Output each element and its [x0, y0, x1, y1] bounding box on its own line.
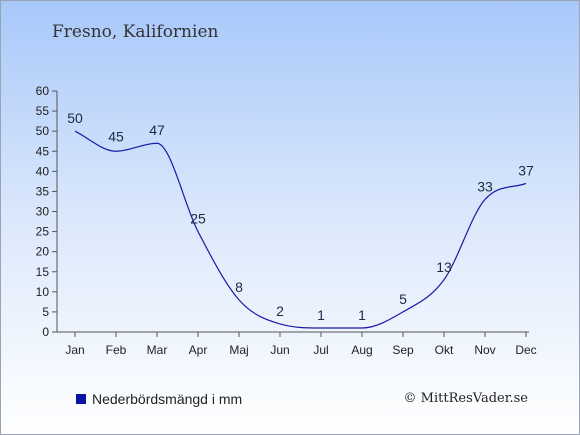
data-label: 50: [67, 110, 83, 126]
x-tick-label: Nov: [474, 343, 495, 357]
y-tick-label: 20: [36, 245, 50, 259]
y-tick-label: 15: [36, 265, 50, 279]
x-tick-label: Okt: [435, 343, 454, 357]
data-label: 37: [518, 162, 534, 178]
y-tick-label: 55: [36, 104, 50, 118]
x-tick-label: Dec: [515, 343, 536, 357]
data-label: 47: [149, 122, 165, 138]
x-tick-label: Jan: [65, 343, 84, 357]
series-line: [74, 130, 527, 329]
y-tick-label: 35: [36, 184, 50, 198]
data-label: 1: [358, 307, 366, 323]
legend-label: Nederbördsmängd i mm: [92, 391, 243, 407]
y-tick-label: 45: [36, 144, 50, 158]
y-tick-label: 60: [36, 84, 50, 98]
y-tick-label: 25: [36, 225, 50, 239]
copyright-text: © MittResVader.se: [403, 391, 528, 406]
data-label: 5: [399, 291, 407, 307]
x-tick-label: Sep: [392, 343, 414, 357]
data-label: 25: [190, 211, 206, 227]
legend-swatch: [76, 394, 86, 404]
data-label: 8: [235, 279, 243, 295]
legend: Nederbördsmängd i mm: [76, 391, 242, 407]
y-tick-label: 50: [36, 124, 50, 138]
data-label: 2: [276, 303, 284, 319]
x-tick-label: Apr: [189, 343, 208, 357]
x-tick-label: Jul: [313, 343, 328, 357]
y-tick-label: 40: [36, 164, 50, 178]
y-tick-label: 5: [42, 305, 49, 319]
x-tick-label: Aug: [351, 343, 372, 357]
x-tick-label: Mar: [147, 343, 168, 357]
data-label: 1: [317, 307, 325, 323]
data-label: 13: [436, 259, 452, 275]
x-tick-label: Maj: [229, 343, 248, 357]
data-label: 45: [108, 128, 124, 144]
y-tick-label: 30: [36, 205, 50, 219]
chart-title: Fresno, Kalifornien: [52, 22, 219, 42]
data-label: 33: [477, 178, 493, 194]
x-tick-label: Jun: [270, 343, 289, 357]
y-tick-label: 0: [42, 325, 49, 339]
y-tick-label: 10: [36, 285, 50, 299]
x-tick-label: Feb: [106, 343, 127, 357]
